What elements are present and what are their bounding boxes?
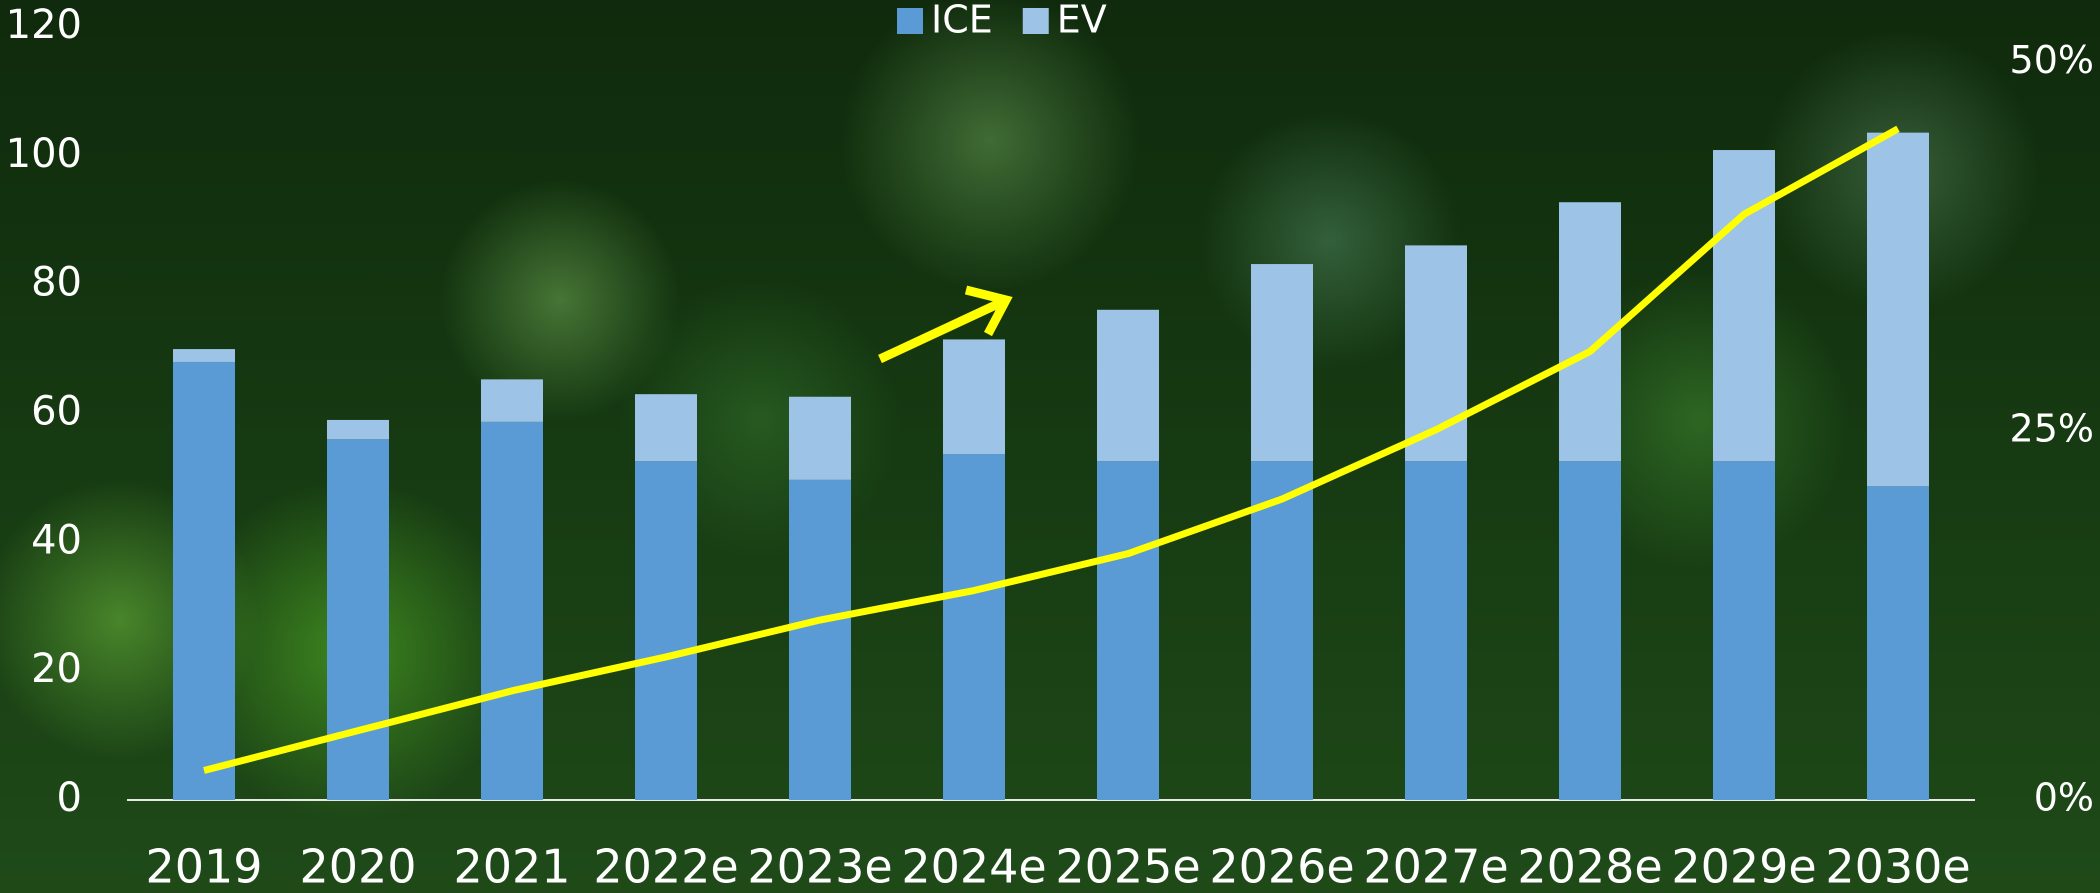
- bar-segment: [327, 439, 389, 800]
- bar-segment: [1713, 150, 1775, 462]
- bar-segment: [1559, 461, 1621, 800]
- y-tick-label: 120: [6, 2, 82, 48]
- bar-segment: [789, 396, 851, 480]
- bar-segment: [943, 454, 1005, 800]
- bar-segment: [1867, 132, 1929, 487]
- legend-swatch: [1022, 8, 1049, 34]
- x-tick-label: 2028e: [1517, 840, 1662, 893]
- bar-segment: [327, 419, 389, 440]
- bar-segment: [1097, 309, 1159, 462]
- bar-segment: [1405, 461, 1467, 800]
- bar-segment: [789, 479, 851, 800]
- y-tick-label: 40: [31, 517, 82, 563]
- x-tick-label: 2023e: [747, 840, 892, 893]
- bar-segment: [635, 394, 697, 462]
- bar-segment: [1867, 486, 1929, 800]
- bar-segment: [1713, 461, 1775, 800]
- bar-segment: [635, 461, 697, 800]
- bar-segment: [481, 421, 543, 800]
- x-tick-label: 2020: [299, 840, 416, 893]
- x-tick-label: 2022e: [593, 840, 738, 893]
- x-tick-label: 2027e: [1363, 840, 1508, 893]
- legend-label: ICE: [931, 0, 993, 42]
- x-tick-label: 2021: [453, 840, 570, 893]
- x-tick-label: 2026e: [1209, 840, 1354, 893]
- x-tick-label: 2030e: [1825, 840, 1970, 893]
- y2-tick-label: 0%: [2034, 776, 2094, 820]
- bar-segment: [1251, 461, 1313, 800]
- bar-segment: [1405, 245, 1467, 462]
- trend-arrow: [878, 285, 1013, 364]
- bar-segment: [173, 361, 235, 800]
- x-tick-label: 2019: [145, 840, 262, 893]
- arrow-head: [964, 285, 1013, 337]
- y-tick-label: 20: [31, 646, 82, 692]
- y2-tick-label: 50%: [2010, 38, 2094, 82]
- bar-segment: [173, 349, 235, 362]
- bar-segment: [481, 379, 543, 422]
- y-tick-label: 80: [31, 260, 82, 306]
- legend-label: EV: [1057, 0, 1107, 42]
- arrow-shaft: [878, 298, 1002, 364]
- y-tick-label: 60: [31, 389, 82, 435]
- trend-line: [203, 125, 1900, 774]
- legend-swatch: [897, 8, 923, 34]
- x-tick-label: 2029e: [1671, 840, 1816, 893]
- y-tick-label: 0: [57, 775, 82, 821]
- y2-tick-label: 25%: [2010, 407, 2094, 451]
- bar-segment: [943, 339, 1005, 455]
- x-tick-label: 2024e: [901, 840, 1046, 893]
- bar-segment: [1097, 461, 1159, 800]
- x-tick-label: 2025e: [1055, 840, 1200, 893]
- y-tick-label: 100: [6, 131, 82, 177]
- bar-segment: [1251, 264, 1313, 462]
